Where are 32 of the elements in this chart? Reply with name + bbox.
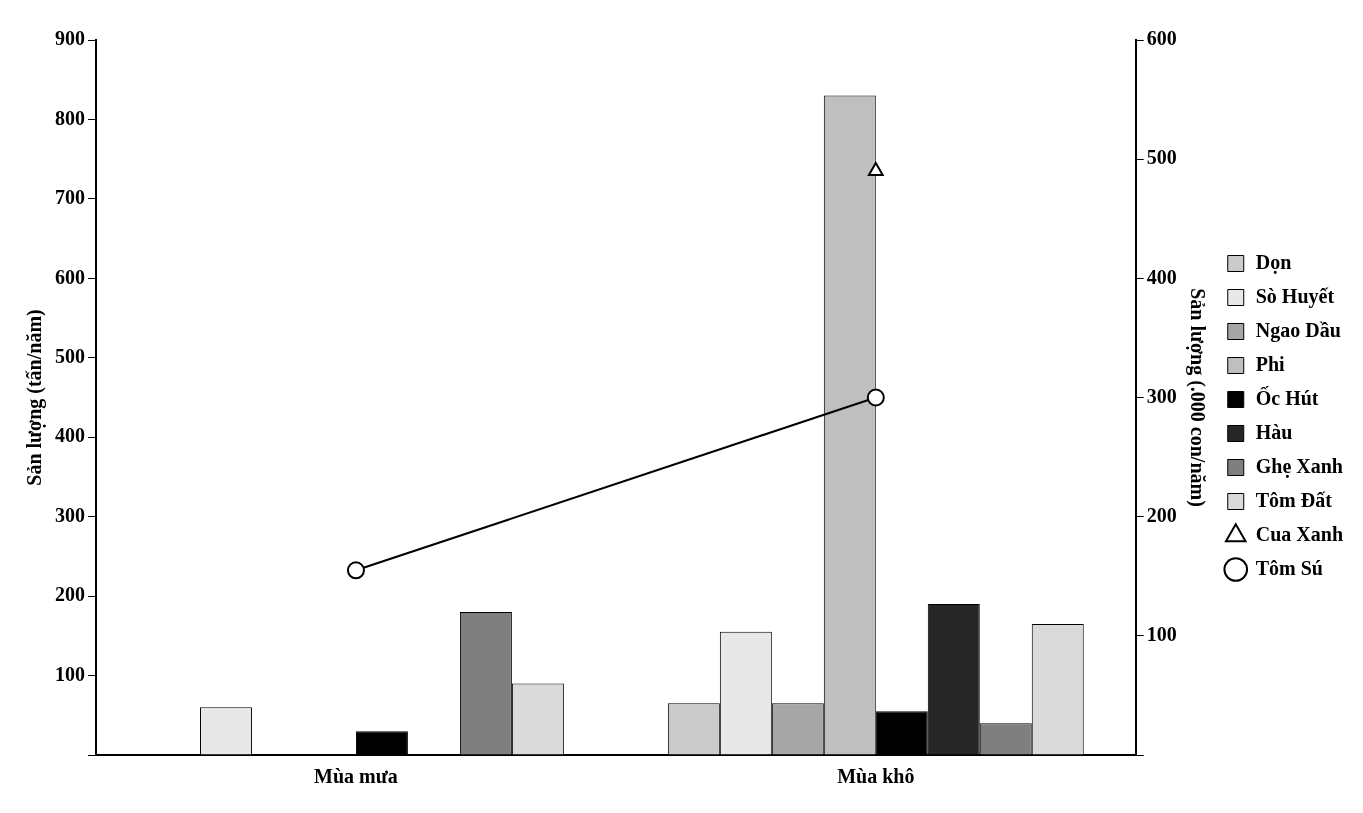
y2-tick-label: 600	[1146, 27, 1177, 50]
y-tick-label: 800	[55, 106, 85, 129]
y-tick-label: 500	[55, 344, 85, 367]
legend-label: Phi	[1255, 352, 1286, 375]
legend-label: Cua Xanh	[1255, 522, 1344, 545]
y-tick-label: 700	[55, 186, 85, 209]
legend-label: Tôm Sú	[1255, 556, 1323, 579]
legend-label: Dọn	[1255, 250, 1292, 274]
x-tick-label: Mùa mưa	[314, 765, 398, 788]
y-axis-title: Sản lượng (tấn/năm)	[23, 309, 47, 486]
y2-tick-label: 200	[1146, 503, 1177, 526]
legend-label: Sò Huyết	[1255, 284, 1335, 308]
y2-tick-label: 300	[1146, 384, 1177, 407]
y2-tick-label: 100	[1146, 623, 1177, 646]
point	[866, 388, 885, 407]
y-tick-label: 600	[55, 265, 85, 288]
point	[867, 162, 884, 177]
y2-tick-label: 500	[1146, 146, 1177, 169]
y2-axis-title: Sản lượng (.000 con/năm)	[1185, 288, 1209, 507]
y2-tick-label: 400	[1146, 265, 1177, 288]
legend-label: Ghẹ Xanh	[1255, 454, 1343, 478]
x-tick-label: Mùa khô	[837, 765, 915, 788]
legend-label: Tôm Đất	[1255, 488, 1333, 511]
legend-label: Ốc Hút	[1255, 385, 1319, 409]
y-tick-label: 300	[55, 503, 85, 526]
y-tick-label: 100	[55, 662, 85, 685]
y-tick-label: 400	[55, 424, 85, 447]
y-tick-label: 200	[55, 583, 85, 606]
y-tick-label: 900	[55, 27, 85, 50]
point	[346, 561, 365, 580]
legend-label: Ngao Dầu	[1255, 318, 1341, 342]
legend-label: Hàu	[1255, 420, 1293, 443]
